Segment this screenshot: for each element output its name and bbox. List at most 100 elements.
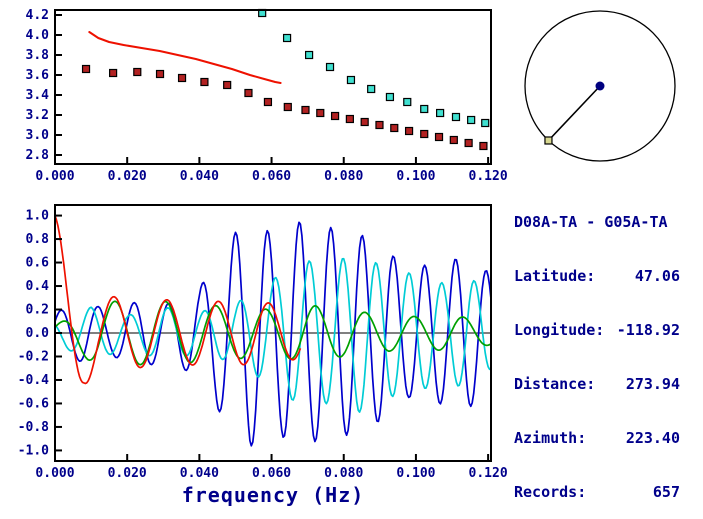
station-info-panel: D08A-TA - G05A-TA Latitude: 47.06 Longit… [514,177,680,519]
y-tick-label: 0.8 [26,232,50,247]
phase-velocity-picks-point [263,97,273,107]
x-tick-label: 0.100 [396,169,435,184]
phase-velocity-picks-point [420,129,429,139]
phase-velocity-picks-point [360,117,369,127]
spectrum-frame [54,204,492,462]
y-tick-label: 3.8 [26,48,50,63]
reference-bessel-red [54,215,302,385]
phase-velocity-picks-point [177,73,187,83]
azimuth-label: Azimuth: [514,429,587,447]
records-value: 657 [652,483,680,501]
x-tick-label: 0.120 [469,466,508,481]
phase-velocity-picks-point [133,67,142,77]
x-axis-title: frequency (Hz) [182,483,365,507]
x-tick-label: 0.060 [252,466,291,481]
group-velocity-picks-point [367,84,376,94]
y-tick-label: 3.0 [26,128,50,143]
reference-dispersion-curve [88,31,282,84]
y-tick-label: 3.6 [26,68,50,83]
phase-velocity-picks-point [81,64,91,74]
phase-velocity-picks-point [244,88,253,98]
group-velocity-picks-point [481,118,490,128]
azimuth-line [547,85,601,142]
pair-station-marker [544,136,553,145]
y-tick-label: 2.8 [26,148,50,163]
x-tick-label: 0.040 [180,169,219,184]
x-tick-label: 0.000 [35,466,74,481]
dispersion-panel: 0.000 0.020 0.040 0.060 0.080 0.100 0.120 2.8 3.… [26,8,508,184]
group-velocity-picks-point [420,104,429,114]
phase-velocity-picks-point [449,135,458,145]
info-row-azimuth: Azimuth: 223.40 [514,429,680,447]
center-station-dot [595,81,605,91]
phase-velocity-picks-point [434,132,444,142]
x-tick-label: 0.080 [324,169,363,184]
phase-velocity-picks-point [330,111,340,121]
phase-velocity-picks-point [404,126,414,136]
dispersion-frame [54,9,492,165]
group-velocity-picks-point [436,108,445,118]
group-velocity-picks-point [385,92,395,102]
group-velocity-picks-point [304,50,314,60]
y-tick-label: -1.0 [18,443,49,458]
y-tick-label: 3.4 [26,88,50,103]
y-tick-label: 0.6 [26,256,50,271]
latitude-value: 47.06 [634,267,680,285]
x-tick-label: 0.020 [108,169,147,184]
group-velocity-picks-point [451,112,461,122]
phase-velocity-picks-point [223,80,232,90]
spectrum-panel: 0.000 0.020 0.040 0.060 0.080 0.100 0.120 -1.0 -… [18,204,508,507]
group-velocity-picks-point [346,75,356,85]
y-tick-label: 3.2 [26,108,49,123]
phase-velocity-picks-point [390,123,399,133]
group-velocity-picks-point [282,33,292,43]
station-pair-title: D08A-TA - G05A-TA [514,213,668,231]
y-tick-label: 0.4 [26,279,50,294]
phase-velocity-picks-point [464,138,473,148]
phase-velocity-picks [81,64,488,151]
info-row-latitude: Latitude: 47.06 [514,267,680,285]
phase-velocity-picks-point [375,120,384,130]
phase-velocity-picks-point [479,141,488,151]
phase-velocity-picks-point [283,102,292,112]
longitude-value: -118.92 [616,321,680,339]
y-tick-label: -0.2 [18,349,49,364]
y-tick-label: -0.4 [18,373,49,388]
info-row-records: Records: 657 [514,483,680,501]
azimuth-dial [524,10,676,162]
y-tick-label: 4.0 [26,28,50,43]
y-tick-label: -0.8 [18,420,49,435]
records-label: Records: [514,483,587,501]
azimuth-value: 223.40 [625,429,680,447]
group-velocity-picks-point [467,115,476,125]
distance-value: 273.94 [625,375,680,393]
y-tick-label: 1.0 [26,209,50,224]
x-tick-label: 0.120 [469,169,508,184]
y-tick-label: 4.2 [26,8,49,23]
smoothed-cross-spectrum-cyan [54,257,492,413]
y-tick-label: -0.6 [18,396,49,411]
y-tick-label: 0.0 [26,326,50,341]
group-velocity-picks [258,8,490,128]
phase-velocity-picks-point [316,108,325,118]
info-row-longitude: Longitude: -118.92 [514,321,680,339]
x-tick-label: 0.080 [324,466,363,481]
phase-velocity-picks-point [109,68,118,78]
x-tick-label: 0.100 [396,466,435,481]
phase-velocity-picks-point [155,69,165,79]
x-tick-label: 0.000 [35,169,74,184]
phase-velocity-picks-point [200,77,209,87]
group-velocity-picks-point [403,97,412,107]
x-tick-label: 0.020 [108,466,147,481]
phase-velocity-picks-point [345,114,354,124]
x-tick-label: 0.040 [180,466,219,481]
phase-velocity-picks-point [301,105,310,115]
dial-circle [524,10,676,162]
distance-label: Distance: [514,375,596,393]
group-velocity-picks-point [325,62,335,72]
info-row-distance: Distance: 273.94 [514,375,680,393]
latitude-label: Latitude: [514,267,596,285]
y-tick-label: 0.2 [26,303,49,318]
